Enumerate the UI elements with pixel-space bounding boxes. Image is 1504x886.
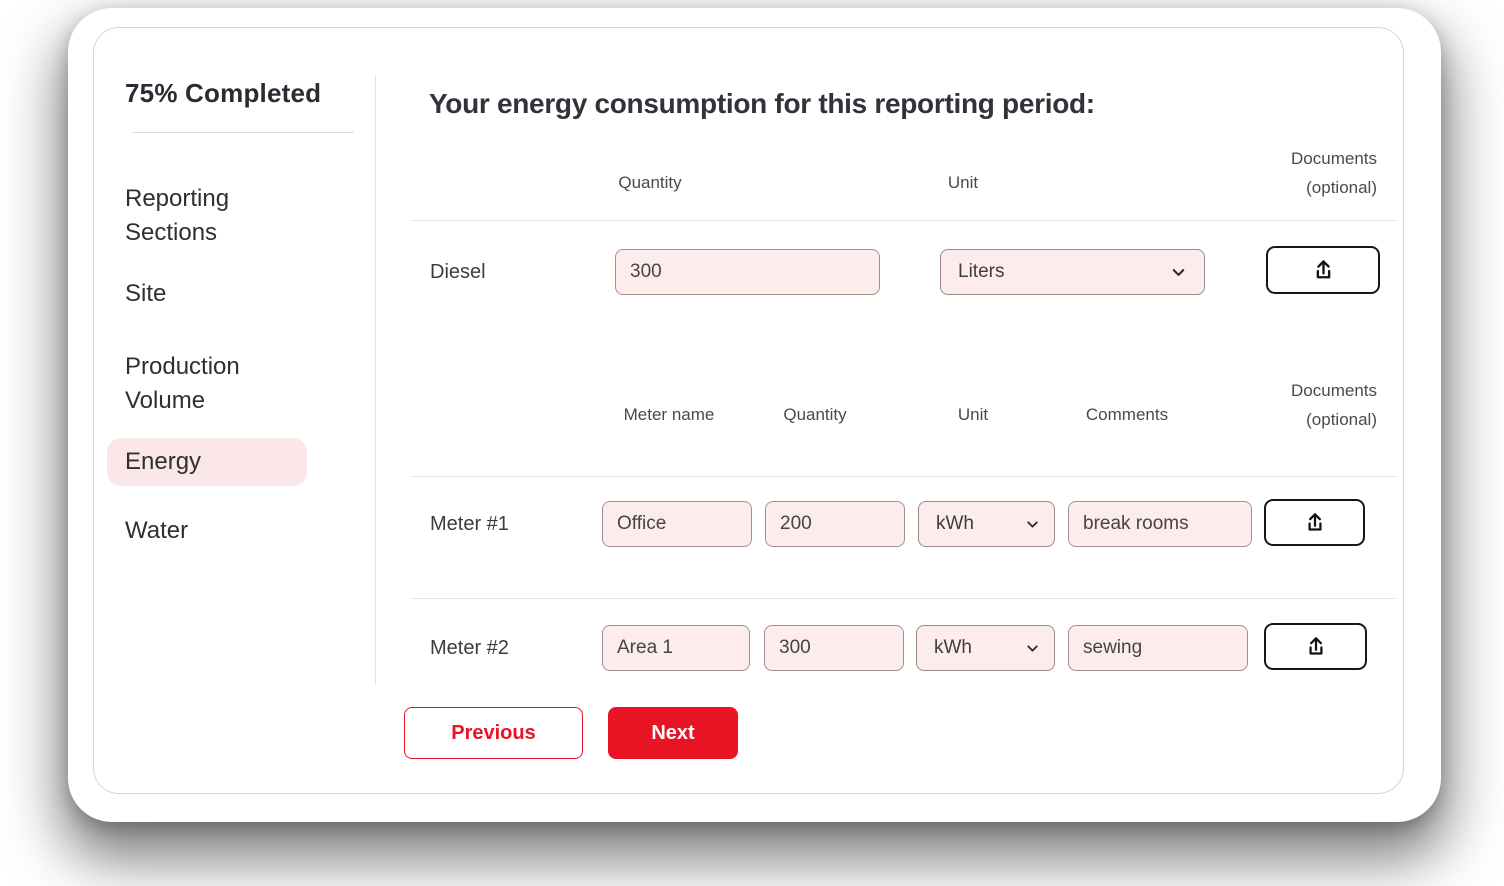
diesel-unit-select[interactable]: Liters	[940, 249, 1205, 295]
sidebar-item-production-volume[interactable]: Production Volume	[125, 353, 240, 414]
fuel-header-documents-line2: (optional)	[1306, 178, 1377, 197]
meter1-name-input[interactable]	[602, 501, 752, 547]
fuel-row-label: Diesel	[430, 260, 486, 283]
meter2-quantity-input[interactable]	[764, 625, 904, 671]
meter-table-divider-top	[411, 476, 1396, 477]
diesel-quantity-input[interactable]	[615, 249, 880, 295]
meter-header-documents: Documents (optional)	[1244, 376, 1377, 434]
next-button[interactable]: Next	[608, 707, 738, 759]
sidebar-item-reporting-sections[interactable]: Reporting Sections	[125, 185, 230, 246]
sidebar-divider	[132, 132, 354, 133]
fuel-header-documents: Documents (optional)	[1244, 144, 1377, 202]
chevron-down-icon	[1024, 640, 1041, 657]
meter-table-divider-mid	[411, 598, 1396, 599]
wizard-panel: 75% Completed Reporting Sections Site Pr…	[93, 27, 1404, 794]
meter2-unit-select[interactable]: kWh	[916, 625, 1055, 671]
chevron-down-icon	[1169, 263, 1188, 282]
sidebar-item-water[interactable]: Water	[125, 517, 189, 544]
upload-icon	[1302, 510, 1328, 536]
meter1-unit-value: kWh	[936, 513, 974, 534]
meter2-comments-input[interactable]	[1068, 625, 1248, 671]
fuel-header-unit: Unit	[947, 173, 979, 192]
meter1-quantity-input[interactable]	[765, 501, 905, 547]
meter-row-label: Meter #1	[430, 512, 509, 535]
meter2-upload-button[interactable]	[1264, 623, 1367, 670]
progress-label: 75% Completed	[125, 78, 322, 108]
diesel-unit-value: Liters	[958, 261, 1005, 282]
meter1-comments-input[interactable]	[1068, 501, 1252, 547]
meter-header-comments: Comments	[1085, 405, 1169, 424]
meter-header-documents-line1: Documents	[1291, 381, 1377, 400]
fuel-table-divider	[411, 220, 1396, 221]
meter1-unit-select[interactable]: kWh	[918, 501, 1055, 547]
meter-header-documents-line2: (optional)	[1306, 410, 1377, 429]
meter2-unit-value: kWh	[934, 637, 972, 658]
fuel-header-documents-line1: Documents	[1291, 149, 1377, 168]
sidebar-item-energy-label: Energy	[125, 448, 202, 475]
sidebar-item-energy[interactable]: Energy	[107, 438, 307, 486]
meter-row-label: Meter #2	[430, 636, 509, 659]
sidebar-content-divider	[375, 76, 376, 684]
page-title: Your energy consumption for this reporti…	[429, 88, 1095, 119]
wizard-card: 75% Completed Reporting Sections Site Pr…	[68, 8, 1441, 822]
sidebar-item-site[interactable]: Site	[125, 280, 167, 307]
meter-header-quantity: Quantity	[783, 405, 847, 424]
meter2-name-input[interactable]	[602, 625, 750, 671]
upload-icon	[1310, 257, 1337, 284]
meter-header-unit: Unit	[957, 405, 989, 424]
upload-icon	[1303, 634, 1329, 660]
previous-button[interactable]: Previous	[404, 707, 583, 759]
chevron-down-icon	[1024, 516, 1041, 533]
meter1-upload-button[interactable]	[1264, 499, 1365, 546]
fuel-header-quantity: Quantity	[618, 173, 682, 192]
meter-header-name: Meter name	[623, 405, 715, 424]
diesel-upload-button[interactable]	[1266, 246, 1380, 294]
